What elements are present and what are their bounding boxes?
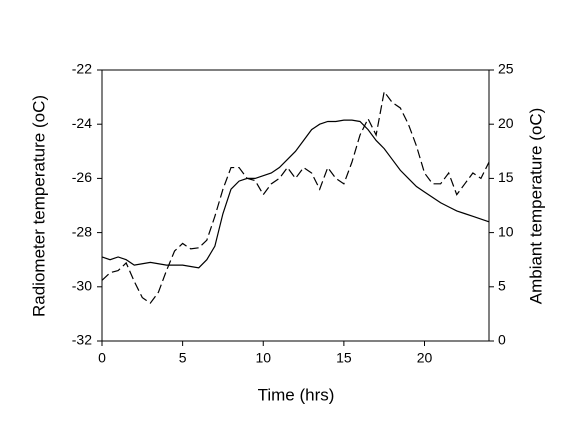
x-tick-label: 5 xyxy=(179,350,187,366)
y-tick-label: -24 xyxy=(72,115,92,131)
y-tick-label: -22 xyxy=(72,61,92,77)
y-axis-title: Radiometer temperature (oC) xyxy=(29,95,48,317)
x-tick-label: 20 xyxy=(417,350,433,366)
y2-tick-label: 25 xyxy=(498,61,514,77)
plot-frame xyxy=(101,69,490,342)
x-axis-title: Time (hrs) xyxy=(258,385,335,404)
y-tick-label: -26 xyxy=(72,169,92,185)
x-tick-label: 10 xyxy=(255,350,271,366)
y2-tick-label: 10 xyxy=(498,223,514,239)
y2-tick-label: 5 xyxy=(498,278,506,294)
y-tick-label: -30 xyxy=(72,278,92,294)
x-tick-label: 0 xyxy=(98,350,106,366)
y2-axis-title: Ambiant temperature (oC) xyxy=(526,108,545,305)
series-line xyxy=(101,119,490,269)
y-tick-label: -32 xyxy=(72,332,92,348)
series-line xyxy=(101,90,490,304)
y2-tick-label: 20 xyxy=(498,115,514,131)
x-tick-label: 15 xyxy=(336,350,352,366)
y2-tick-label: 0 xyxy=(498,332,506,348)
y-tick-label: -28 xyxy=(72,223,92,239)
y2-tick-label: 15 xyxy=(498,169,514,185)
